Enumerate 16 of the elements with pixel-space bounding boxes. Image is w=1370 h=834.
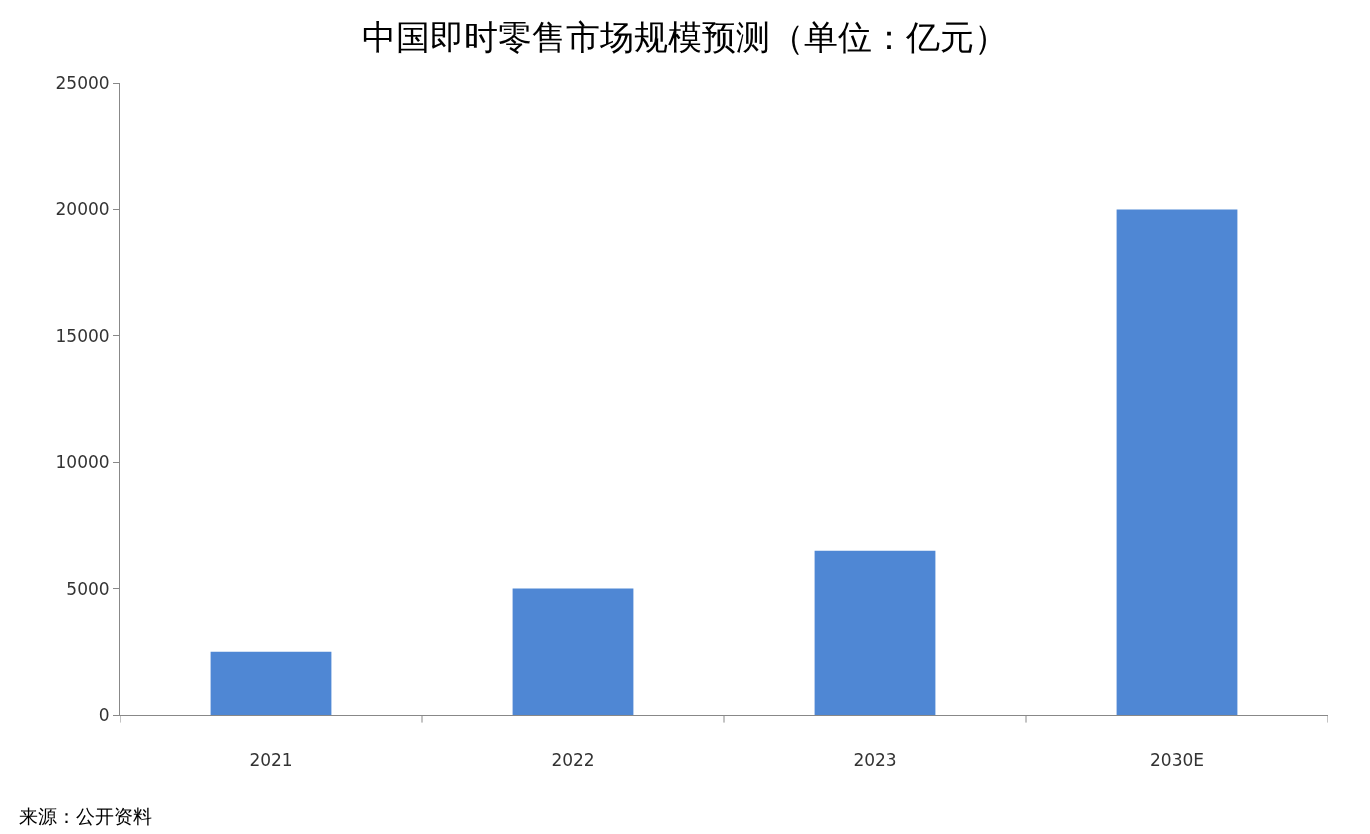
x-tick-label: 2030E <box>1149 750 1205 771</box>
bar <box>210 651 332 715</box>
x-tick-label: 2022 <box>551 750 595 771</box>
x-tick-label: 2023 <box>853 750 897 771</box>
bar <box>814 550 936 715</box>
y-tick-label: 10000 <box>55 452 110 473</box>
chart-title: 中国即时零售市场规模预测（单位：亿元） <box>362 17 1008 58</box>
source-note: 来源：公开资料 <box>19 805 152 827</box>
y-tick-label: 25000 <box>55 72 110 93</box>
y-tick-label: 5000 <box>66 578 110 599</box>
y-tick-label: 20000 <box>55 199 110 220</box>
bar <box>1116 209 1238 715</box>
bar <box>512 588 634 715</box>
y-tick-label: 0 <box>98 704 110 725</box>
y-tick-label: 15000 <box>55 325 110 346</box>
x-tick-label: 2021 <box>249 750 293 771</box>
